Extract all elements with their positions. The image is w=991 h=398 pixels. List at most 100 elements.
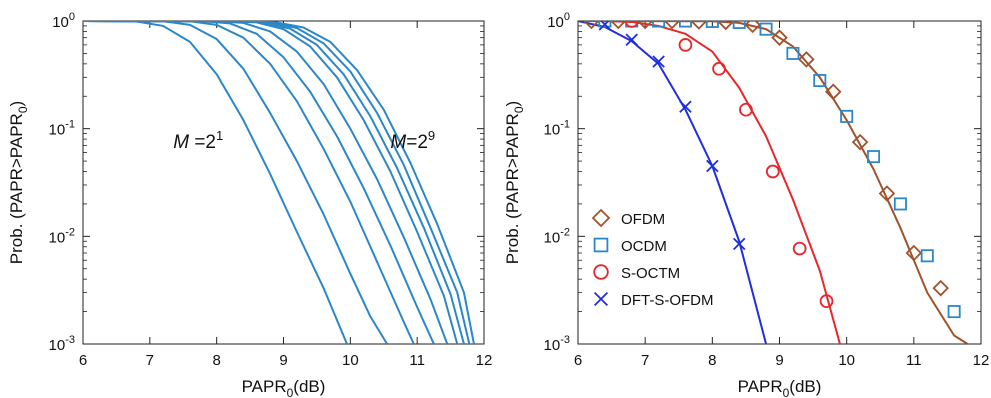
plot-area [578, 21, 969, 344]
y-tick-label: 10-3 [49, 334, 75, 354]
ofdm-marker [771, 29, 788, 46]
y-tick-exponent: -3 [65, 334, 75, 346]
y-tick-label: 100 [52, 11, 75, 31]
x-tick-label: 9 [775, 352, 783, 369]
legend-s-octm-marker [593, 264, 609, 280]
series-line-4 [83, 21, 435, 344]
y-tick-label: 100 [547, 11, 570, 31]
ofdm-marker [636, 21, 654, 30]
s-octm-marker [819, 294, 834, 309]
x-label-sub: 0 [783, 386, 790, 398]
y-tick-base: 10 [544, 229, 561, 246]
y-tick-exponent: -3 [560, 334, 570, 346]
y-tick-label: 10-2 [544, 226, 570, 246]
y-tick-exponent: -1 [560, 119, 570, 131]
y-axis-label: Prob. (PAPR>PAPR0) [7, 101, 30, 264]
y-tick-label: 10-2 [49, 226, 75, 246]
ofdm-marker [583, 21, 600, 30]
x-axis-label: PAPR0(dB) [242, 377, 326, 398]
y-tick-exponent: 0 [564, 11, 570, 23]
annotation-m-1: M =21 [173, 128, 223, 153]
dft-s-ofdm-marker [679, 100, 692, 113]
y-tick-exponent: 0 [69, 11, 75, 23]
annotation-exponent: 9 [428, 128, 435, 143]
y-label-sub: 0 [16, 106, 30, 113]
series-line-6 [83, 21, 459, 344]
x-tick-label: 11 [409, 352, 425, 369]
y-label-end: ) [7, 101, 26, 107]
legend-label-dft-s-ofdm: DFT-S-OFDM [621, 292, 713, 309]
y-tick-label: 10-3 [544, 334, 570, 354]
x-tick-label: 12 [973, 352, 990, 369]
ofdm-marker [717, 21, 735, 31]
annotation-m-2: M=29 [390, 128, 435, 153]
x-tick-label: 12 [476, 352, 493, 369]
annotation-variable: M [173, 132, 189, 153]
ofdm-marker [851, 133, 869, 151]
y-tick-base: 10 [544, 337, 561, 354]
y-tick-base: 10 [49, 229, 66, 246]
x-tick-label: 7 [641, 352, 649, 369]
ocdm-marker [759, 22, 773, 36]
dft-s-ofdm-marker [652, 55, 665, 68]
legend: OFDM OCDM S-OCTM DFT-S-OFDM [591, 208, 713, 309]
ocdm-marker [786, 46, 800, 60]
ocdm-marker [678, 21, 692, 28]
dft-s-ofdm-marker [598, 21, 612, 31]
series-line-s-octm [578, 21, 841, 344]
ocdm-marker [893, 197, 907, 211]
annotation-value: =2 [189, 132, 216, 153]
legend-dft-s-ofdm-marker [593, 291, 609, 307]
x-label-unit: (dB) [789, 377, 821, 396]
y-tick-label: 10-1 [544, 119, 570, 139]
legend-ocdm-marker [593, 237, 609, 253]
annotation-variable: M [390, 132, 406, 153]
s-octm-marker [624, 21, 639, 28]
axes-frame [82, 20, 485, 345]
x-axis-label: PAPR0(dB) [738, 377, 822, 398]
ocdm-marker [947, 305, 961, 319]
annotation-value: =2 [406, 132, 428, 153]
s-octm-marker [765, 164, 780, 179]
ocdm-marker [920, 249, 934, 263]
ofdm-marker [663, 21, 681, 30]
x-tick-label: 11 [906, 352, 922, 369]
ocdm-marker [598, 21, 612, 28]
series-line-2 [83, 21, 388, 344]
x-tick-label: 6 [574, 352, 582, 369]
ocdm-marker [732, 21, 746, 29]
ocdm-marker [705, 21, 719, 28]
x-tick-label: 6 [79, 352, 87, 369]
y-tick-base: 10 [544, 122, 561, 139]
s-octm-marker [792, 241, 807, 256]
ofdm-marker [905, 244, 923, 262]
ocdm-marker [652, 21, 666, 28]
ocdm-marker [867, 150, 881, 164]
y-tick-exponent: -1 [65, 119, 75, 131]
s-octm-marker [739, 102, 753, 117]
y-tick-base: 10 [547, 14, 564, 31]
y-tick-base: 10 [49, 122, 66, 139]
annotation-exponent: 1 [216, 128, 223, 143]
legend-label-s-octm: S-OCTM [621, 265, 680, 282]
x-tick-label: 10 [342, 352, 359, 369]
x-tick-label: 9 [279, 352, 287, 369]
dft-s-ofdm-marker [706, 159, 719, 173]
dft-s-ofdm-marker [625, 33, 638, 46]
y-tick-base: 10 [52, 14, 69, 31]
legend-label-ocdm: OCDM [621, 238, 667, 255]
y-tick-exponent: -2 [560, 226, 570, 238]
s-octm-marker [678, 38, 693, 52]
ofdm-marker [878, 185, 896, 202]
y-label-sub: 0 [512, 106, 526, 113]
ocdm-marker [840, 109, 854, 123]
y-label-end: ) [503, 101, 522, 107]
legend-ofdm-marker [591, 208, 611, 228]
y-tick-label: 10-1 [49, 119, 75, 139]
x-tick-label: 8 [212, 352, 220, 369]
plot-area [83, 21, 475, 344]
ofdm-marker [610, 21, 627, 30]
y-tick-base: 10 [49, 337, 66, 354]
